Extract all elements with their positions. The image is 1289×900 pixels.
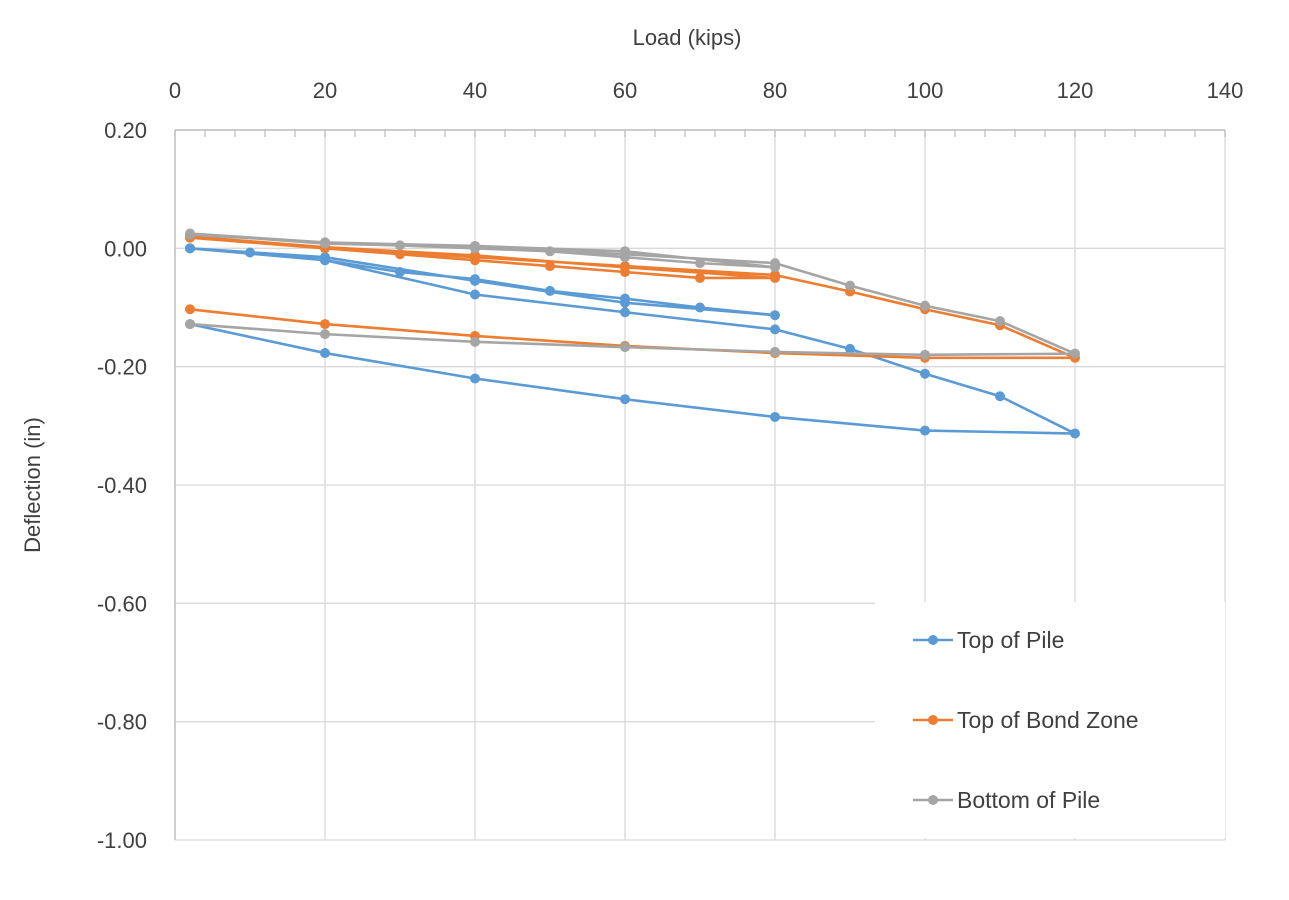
- x-tick-label: 60: [613, 78, 637, 103]
- data-point: [620, 307, 630, 318]
- y-tick-label: -0.80: [97, 710, 147, 735]
- data-series: [185, 228, 1080, 439]
- data-point: [620, 342, 630, 353]
- legend-swatch-marker: [928, 635, 938, 645]
- legend: Top of Pile Top of Bond Zone Bottom of Pil…: [875, 602, 1225, 838]
- data-point: [620, 261, 630, 272]
- data-point: [470, 252, 480, 263]
- data-point: [320, 255, 330, 266]
- data-point: [545, 246, 555, 257]
- data-point: [185, 243, 195, 254]
- data-point: [845, 280, 855, 291]
- data-point: [320, 238, 330, 249]
- data-point: [320, 348, 330, 359]
- y-tick-label: 0.20: [104, 118, 147, 143]
- x-tick-label: 100: [907, 78, 944, 103]
- data-point: [470, 242, 480, 253]
- data-point: [770, 258, 780, 269]
- data-point: [770, 324, 780, 335]
- x-axis-title: Load (kips): [633, 25, 742, 50]
- x-tick-label: 140: [1207, 78, 1244, 103]
- data-point: [470, 373, 480, 384]
- data-point: [920, 425, 930, 436]
- data-point: [470, 289, 480, 300]
- x-tick-label: 20: [313, 78, 337, 103]
- legend-swatch-marker: [928, 795, 938, 805]
- data-point: [770, 310, 780, 321]
- data-point: [995, 391, 1005, 402]
- data-point: [995, 316, 1005, 327]
- series-group: [185, 228, 1080, 360]
- data-point: [695, 258, 705, 269]
- data-point: [920, 368, 930, 379]
- data-point: [320, 319, 330, 330]
- data-point: [545, 261, 555, 272]
- x-tick-label: 40: [463, 78, 487, 103]
- data-point: [920, 300, 930, 311]
- legend-swatch-marker: [928, 715, 938, 725]
- data-point: [545, 285, 555, 296]
- data-point: [1070, 428, 1080, 439]
- data-point: [395, 267, 405, 277]
- data-point: [320, 329, 330, 340]
- data-point: [770, 269, 780, 280]
- y-tick-label: 0.00: [104, 236, 147, 261]
- data-point: [245, 247, 255, 258]
- y-tick-label: -1.00: [97, 828, 147, 853]
- data-point: [695, 272, 705, 283]
- y-tick-label: -0.40: [97, 473, 147, 498]
- data-point: [395, 240, 405, 251]
- y-tick-label: -0.60: [97, 591, 147, 616]
- data-point: [185, 304, 195, 315]
- data-point: [770, 411, 780, 422]
- data-point: [1070, 348, 1080, 359]
- y-tick-label: -0.20: [97, 355, 147, 380]
- legend-label: Bottom of Pile: [957, 787, 1100, 813]
- data-point: [470, 275, 480, 286]
- data-point: [185, 319, 195, 330]
- y-axis-title: Deflection (in): [20, 417, 45, 553]
- x-tick-label: 120: [1057, 78, 1094, 103]
- data-point: [185, 228, 195, 239]
- data-point: [620, 394, 630, 405]
- data-point: [620, 297, 630, 308]
- data-point: [845, 343, 855, 354]
- data-point: [770, 346, 780, 357]
- x-tick-label: 0: [169, 78, 181, 103]
- legend-label: Top of Pile: [957, 627, 1064, 653]
- axes: 0 20 40 60 80 100 120 140 0.20 0.00 -0.20 -0.40 -0.6…: [97, 78, 1244, 853]
- data-point: [470, 336, 480, 347]
- data-point: [395, 249, 405, 260]
- x-tick-label: 80: [763, 78, 787, 103]
- data-point: [620, 249, 630, 260]
- legend-label: Top of Bond Zone: [957, 707, 1139, 733]
- data-point: [920, 349, 930, 360]
- data-point: [695, 302, 705, 313]
